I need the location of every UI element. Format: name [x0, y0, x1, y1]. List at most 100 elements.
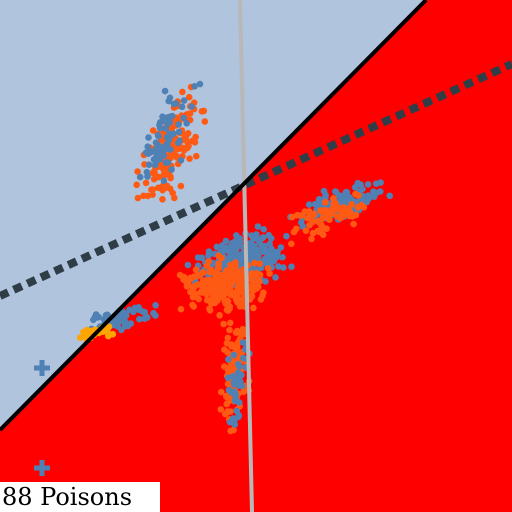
blue-point: [272, 274, 279, 281]
orange-point: [345, 205, 352, 212]
blue-point: [148, 149, 155, 156]
blue-point: [146, 161, 153, 168]
blue-point: [164, 114, 171, 121]
blue-point: [377, 179, 384, 186]
orange-point: [346, 213, 353, 220]
orange-point: [220, 293, 227, 300]
yellow-point: [81, 333, 88, 340]
yellow-point: [105, 333, 112, 340]
orange-point: [227, 320, 234, 327]
blue-point: [280, 264, 287, 271]
orange-point: [227, 282, 234, 289]
orange-point: [202, 118, 209, 125]
blue-point: [180, 115, 187, 122]
orange-point: [320, 232, 327, 239]
blue-point: [168, 166, 175, 173]
blue-point: [235, 414, 242, 421]
blue-point: [144, 169, 151, 176]
orange-point: [150, 170, 157, 177]
blue-point: [153, 157, 160, 164]
blue-point: [162, 88, 169, 95]
orange-point: [216, 312, 223, 319]
blue-point: [225, 356, 232, 363]
blue-point: [171, 101, 178, 108]
blue-point: [231, 352, 238, 359]
blue-point: [298, 219, 305, 226]
blue-point: [260, 226, 267, 233]
orange-point: [197, 289, 204, 296]
orange-point: [225, 335, 232, 342]
orange-point: [234, 298, 241, 305]
orange-point: [227, 291, 234, 298]
blue-point: [240, 339, 247, 346]
orange-point: [226, 327, 233, 334]
orange-point: [214, 297, 221, 304]
orange-point: [338, 214, 345, 221]
orange-point: [225, 409, 232, 416]
orange-point: [221, 363, 228, 370]
blue-point: [206, 248, 213, 255]
blue-point: [167, 95, 174, 102]
blue-point: [263, 260, 270, 267]
blue-point: [163, 159, 170, 166]
blue-point: [150, 310, 157, 317]
blue-point: [164, 145, 171, 152]
blue-point: [175, 140, 182, 147]
blue-point: [283, 233, 290, 240]
blue-point: [236, 399, 243, 406]
orange-point: [320, 209, 327, 216]
orange-point: [205, 258, 212, 265]
orange-point: [202, 281, 209, 288]
blue-point: [225, 375, 232, 382]
orange-point: [207, 267, 214, 274]
blue-point: [185, 262, 192, 269]
orange-point: [308, 236, 315, 243]
orange-point: [199, 108, 206, 115]
blue-point: [235, 361, 242, 368]
orange-point: [171, 195, 178, 202]
blue-point: [260, 234, 267, 241]
blue-point: [227, 419, 234, 426]
blue-point: [141, 315, 148, 322]
orange-point: [260, 289, 267, 296]
blue-point: [312, 201, 319, 208]
blue-point: [386, 193, 393, 200]
blue-point: [357, 181, 364, 188]
orange-point: [266, 270, 273, 277]
blue-point: [278, 244, 285, 251]
blue-point: [191, 83, 198, 90]
blue-point: [336, 192, 343, 199]
blue-point: [255, 223, 262, 230]
blue-point: [219, 242, 226, 249]
orange-point: [233, 289, 240, 296]
blue-point: [306, 201, 313, 208]
orange-point: [218, 389, 225, 396]
blue-point: [233, 232, 240, 239]
orange-point: [332, 202, 339, 209]
blue-point: [152, 302, 159, 309]
orange-point: [186, 155, 193, 162]
blue-point: [137, 174, 144, 181]
orange-point: [306, 209, 313, 216]
blue-point: [279, 254, 286, 261]
orange-point: [190, 285, 197, 292]
blue-point: [261, 248, 268, 255]
blue-point: [344, 189, 351, 196]
orange-point: [193, 153, 200, 160]
orange-point: [293, 226, 300, 233]
blue-point: [251, 248, 258, 255]
blue-point: [94, 314, 101, 321]
orange-point: [163, 184, 170, 191]
blue-point: [153, 139, 160, 146]
orange-point: [179, 89, 186, 96]
orange-point: [358, 202, 365, 209]
orange-point: [226, 269, 233, 276]
orange-point: [181, 147, 188, 154]
blue-point: [188, 103, 195, 110]
orange-point: [159, 196, 166, 203]
blue-point: [136, 306, 143, 313]
blue-point: [166, 136, 173, 143]
blue-point: [155, 132, 162, 139]
orange-point: [208, 283, 215, 290]
